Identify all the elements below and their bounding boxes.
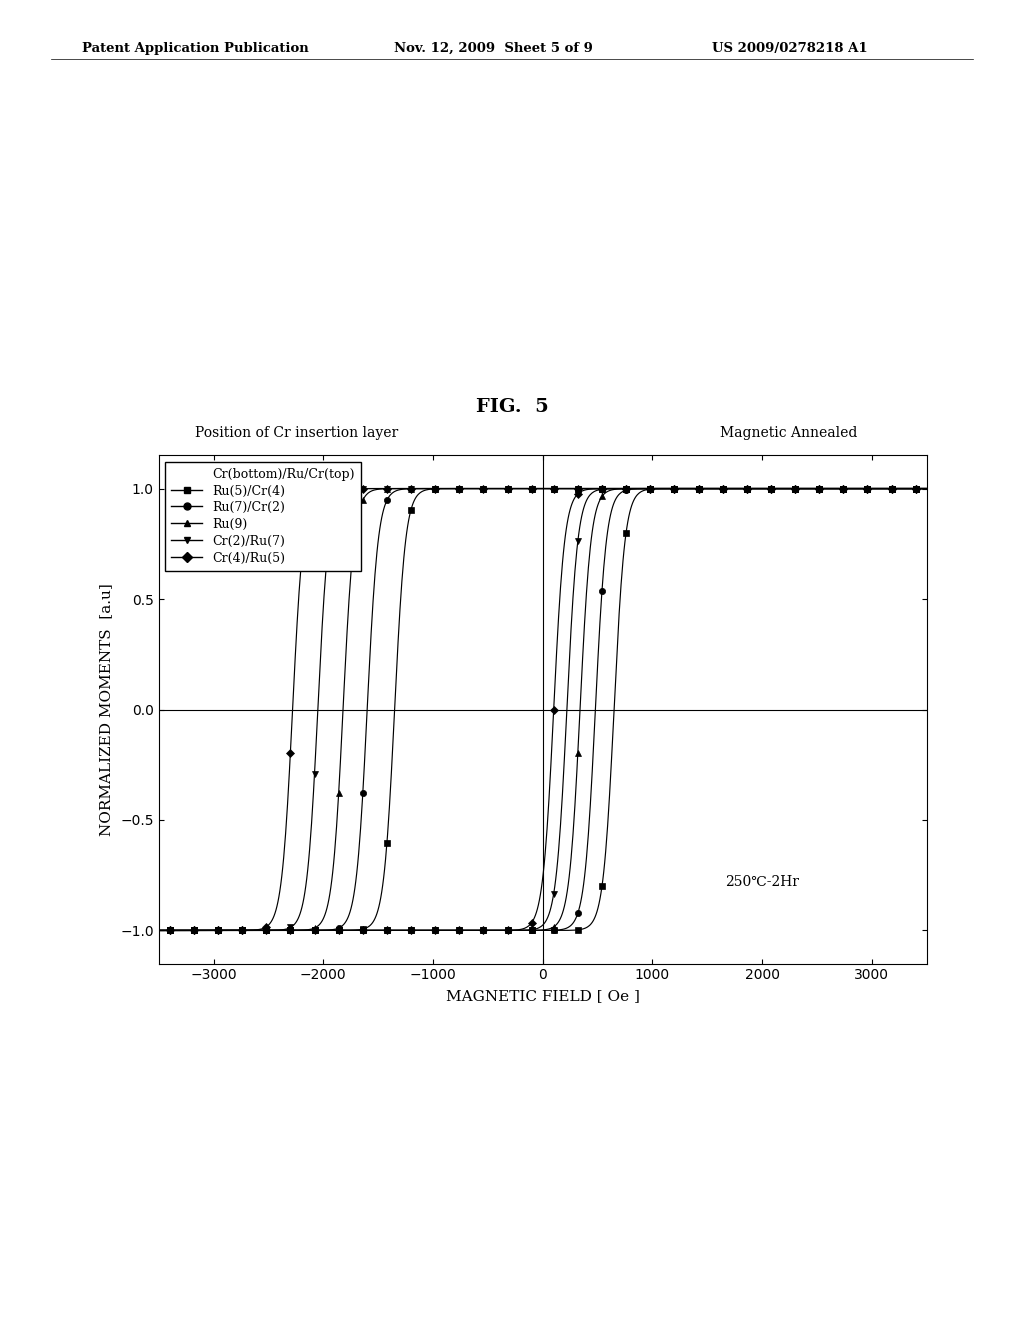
Text: Patent Application Publication: Patent Application Publication xyxy=(82,42,308,55)
Text: US 2009/0278218 A1: US 2009/0278218 A1 xyxy=(712,42,867,55)
Text: Position of Cr insertion layer: Position of Cr insertion layer xyxy=(196,425,398,440)
X-axis label: MAGNETIC FIELD [ Oe ]: MAGNETIC FIELD [ Oe ] xyxy=(445,990,640,1003)
Y-axis label: NORMALIZED MOMENTS  [a.u]: NORMALIZED MOMENTS [a.u] xyxy=(99,583,114,836)
Legend: Cr(bottom)/Ru/Cr(top), Ru(5)/Cr(4), Ru(7)/Cr(2), Ru(9), Cr(2)/Ru(7), Cr(4)/Ru(5): Cr(bottom)/Ru/Cr(top), Ru(5)/Cr(4), Ru(7… xyxy=(165,462,361,570)
Text: Nov. 12, 2009  Sheet 5 of 9: Nov. 12, 2009 Sheet 5 of 9 xyxy=(394,42,593,55)
Text: FIG.  5: FIG. 5 xyxy=(475,397,549,416)
Text: 250℃-2Hr: 250℃-2Hr xyxy=(725,875,799,888)
Text: Magnetic Annealed: Magnetic Annealed xyxy=(720,425,857,440)
